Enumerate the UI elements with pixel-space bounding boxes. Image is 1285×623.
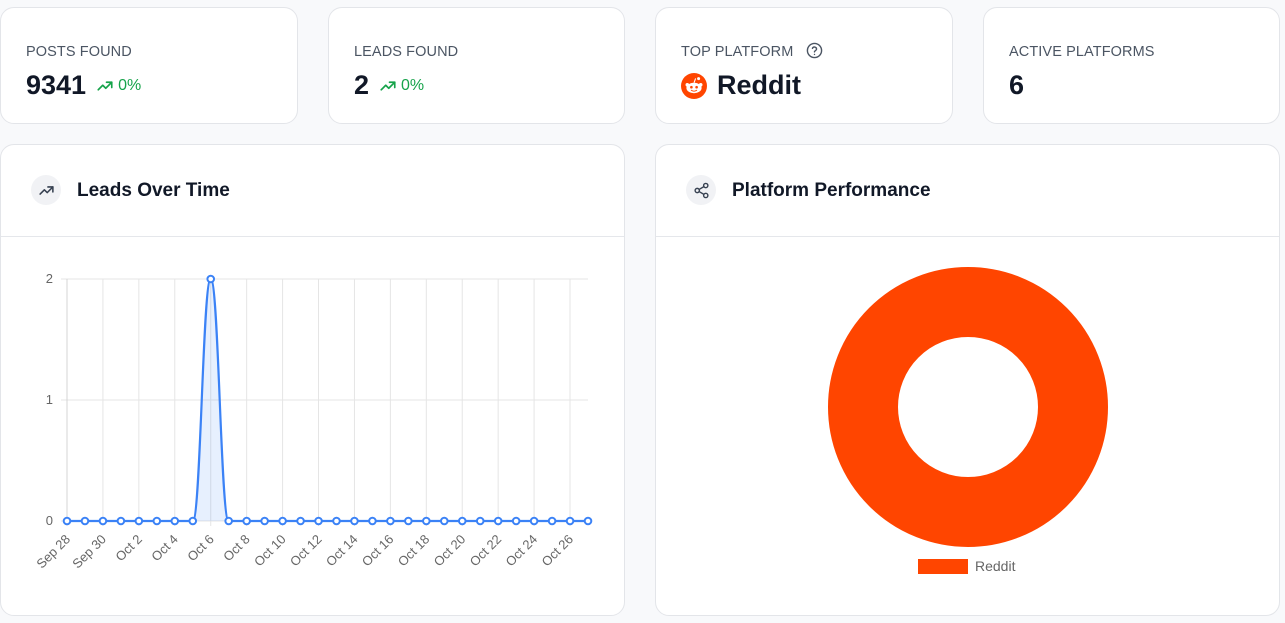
x-tick-label: Oct 14 bbox=[323, 532, 361, 570]
data-point[interactable] bbox=[242, 516, 251, 526]
platform-donut-chart: Reddit bbox=[828, 267, 1108, 574]
active-platforms-value-row: 6 bbox=[1009, 70, 1024, 101]
data-point[interactable] bbox=[152, 516, 162, 526]
y-tick-label: 0 bbox=[46, 513, 53, 528]
x-tick-label: Oct 20 bbox=[431, 532, 469, 570]
leads-over-time-panel: Leads Over Time 0 1 2 Sep 28 Sep 30 Oct 2 Oct … bbox=[0, 144, 625, 616]
pie-slice[interactable] bbox=[828, 267, 1108, 547]
data-point[interactable] bbox=[457, 516, 467, 526]
data-point[interactable] bbox=[386, 516, 395, 526]
data-point[interactable] bbox=[583, 516, 593, 526]
leads-found-label: LEADS FOUND bbox=[354, 44, 459, 60]
leads-found-value-row: 2 0% bbox=[354, 70, 424, 101]
data-point[interactable] bbox=[439, 516, 449, 526]
posts-found-label: POSTS FOUND bbox=[26, 44, 132, 60]
x-tick-label: Oct 6 bbox=[184, 532, 217, 565]
active-platforms-label: ACTIVE PLATFORMS bbox=[1009, 44, 1155, 60]
data-point[interactable] bbox=[296, 516, 305, 526]
top-platform-label-row: TOP PLATFORM bbox=[681, 42, 823, 60]
x-tick-label: Oct 4 bbox=[148, 532, 181, 565]
top-platform-value: Reddit bbox=[717, 70, 801, 100]
x-tick-label: Oct 12 bbox=[287, 532, 325, 570]
data-point[interactable] bbox=[368, 516, 377, 526]
leads-panel-header: Leads Over Time bbox=[1, 145, 624, 237]
data-point[interactable] bbox=[134, 516, 144, 526]
platform-panel-header: Platform Performance bbox=[656, 145, 1279, 237]
y-tick-label: 2 bbox=[46, 271, 53, 286]
leads-panel-title: Leads Over Time bbox=[77, 180, 230, 201]
data-point[interactable] bbox=[278, 516, 287, 526]
data-point[interactable] bbox=[475, 516, 485, 526]
data-point[interactable] bbox=[314, 516, 323, 526]
posts-trend: 0% bbox=[96, 77, 141, 95]
leads-found-card: LEADS FOUND 2 0% bbox=[328, 7, 625, 124]
data-point[interactable] bbox=[188, 516, 198, 526]
posts-found-value-row: 9341 0% bbox=[26, 70, 141, 101]
data-point[interactable] bbox=[529, 516, 539, 526]
data-point[interactable] bbox=[224, 516, 233, 526]
x-tick-label: Oct 16 bbox=[359, 532, 397, 570]
posts-found-value: 9341 bbox=[26, 70, 87, 100]
platform-performance-panel: Platform Performance Reddit bbox=[655, 144, 1280, 616]
top-platform-label: TOP PLATFORM bbox=[681, 44, 794, 60]
active-platforms-card: ACTIVE PLATFORMS 6 bbox=[983, 7, 1280, 124]
data-point[interactable] bbox=[80, 516, 90, 526]
data-point[interactable] bbox=[493, 516, 503, 526]
data-point[interactable] bbox=[511, 516, 521, 526]
help-circle-icon[interactable] bbox=[806, 42, 823, 59]
x-tick-label: Oct 8 bbox=[220, 532, 253, 565]
active-platforms-value: 6 bbox=[1009, 70, 1025, 100]
x-tick-label: Sep 30 bbox=[69, 532, 109, 572]
share-icon bbox=[686, 175, 716, 205]
posts-change: 0% bbox=[118, 76, 142, 94]
data-point[interactable] bbox=[170, 516, 180, 526]
x-tick-label: Oct 24 bbox=[503, 532, 541, 570]
top-platform-card: TOP PLATFORM Reddit bbox=[655, 7, 953, 124]
x-tick-label: Oct 18 bbox=[395, 532, 433, 570]
x-tick-label: Oct 26 bbox=[538, 532, 576, 570]
data-point[interactable] bbox=[547, 516, 557, 526]
data-point[interactable] bbox=[350, 516, 359, 526]
top-platform-value-row: Reddit bbox=[681, 70, 801, 101]
leads-change: 0% bbox=[401, 76, 425, 94]
posts-found-card: POSTS FOUND 9341 0% bbox=[0, 7, 298, 124]
legend-swatch[interactable] bbox=[918, 559, 968, 574]
x-tick-label: Oct 2 bbox=[112, 532, 145, 565]
x-tick-label: Oct 10 bbox=[251, 532, 289, 570]
trending-up-icon bbox=[97, 80, 113, 91]
data-point[interactable] bbox=[422, 516, 431, 526]
data-point[interactable] bbox=[62, 516, 72, 526]
data-point[interactable] bbox=[98, 516, 108, 526]
data-point[interactable] bbox=[116, 516, 126, 526]
platform-panel-title: Platform Performance bbox=[732, 180, 931, 201]
leads-trend: 0% bbox=[379, 77, 424, 95]
trending-up-icon bbox=[380, 80, 396, 91]
data-point[interactable] bbox=[332, 516, 341, 526]
data-point[interactable] bbox=[260, 516, 269, 526]
leads-found-value: 2 bbox=[354, 70, 370, 100]
data-point[interactable] bbox=[404, 516, 413, 526]
reddit-icon bbox=[681, 72, 707, 99]
y-tick-label: 1 bbox=[46, 392, 53, 407]
x-tick-label: Oct 22 bbox=[467, 532, 505, 570]
legend-label[interactable]: Reddit bbox=[975, 558, 1016, 574]
data-point[interactable] bbox=[206, 274, 216, 284]
data-point[interactable] bbox=[565, 516, 575, 526]
x-tick-label: Sep 28 bbox=[33, 532, 73, 572]
trending-up-icon bbox=[31, 175, 61, 205]
